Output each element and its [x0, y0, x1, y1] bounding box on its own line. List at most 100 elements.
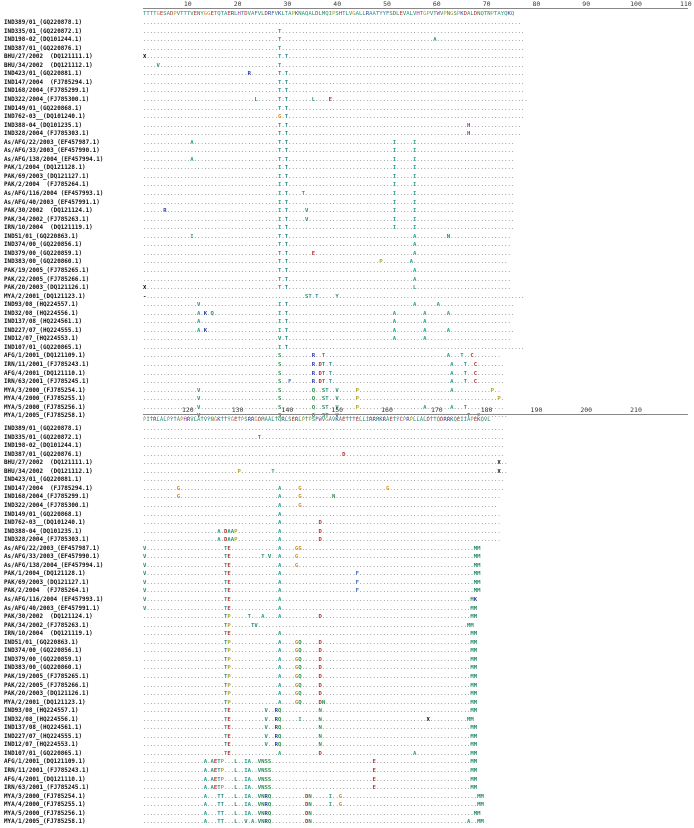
- consensus-row: PITRLALPYTAPHRVLATVYNGKTTYGETPSRRGDMAALT…: [0, 416, 694, 424]
- sequence-label: IND107/01_(GQ220865.1): [4, 344, 83, 351]
- sequence-residues: ........................TP..............…: [143, 682, 478, 689]
- sequence-row: As/AFG/138/2004_(EF457994.1) V...........…: [0, 562, 694, 571]
- sequence-label: IND379/00_(GQ220859.1): [4, 656, 83, 663]
- sequence-residues: ........................TP......TV......…: [143, 622, 474, 629]
- sequence-residues: ..........G.............................…: [143, 494, 501, 501]
- sequence-residues: ........................................…: [143, 520, 501, 527]
- sequence-label: PAK/20/2003_(DQ121126.1): [4, 691, 90, 698]
- sequence-row: IND374/00_(GQ220856.1)..................…: [0, 241, 694, 250]
- sequence-label: MYA/1/2005_(FJ785258.1): [4, 413, 86, 420]
- sequence-residues: ........................................…: [143, 426, 505, 432]
- sequence-residues: ........................................…: [143, 379, 505, 386]
- sequence-row: IND147/2004 (FJ785294.1)................…: [0, 79, 694, 88]
- sequence-residues: ........................................…: [143, 88, 525, 95]
- ruler-tick-label: 150: [331, 406, 344, 414]
- sequence-row: IND12/07_(HQ224553.1)...................…: [0, 741, 694, 750]
- sequence-label: MYA/2/2001_(DQ121123.1): [4, 293, 86, 300]
- sequence-label: AFG/1/2001_(DQ121109.1): [4, 759, 86, 766]
- sequence-row: AFG/1/2001_(DQ121109.1).................…: [0, 758, 694, 767]
- sequence-residues: ........................TP.....T...A....…: [143, 614, 478, 621]
- ruler-tick-label: 170: [430, 406, 443, 414]
- sequence-label: IND93/08_(HQ224557.1): [4, 302, 79, 309]
- sequence-label: PAK/20/2003_(DQ121126.1): [4, 285, 90, 292]
- sequence-residues: ........................................…: [143, 362, 505, 368]
- sequence-residues: ......................A.DAAP............…: [143, 537, 501, 544]
- sequence-row: IND328/2004_(FJ785303.1)................…: [0, 536, 694, 545]
- sequence-residues: ........................................…: [143, 443, 505, 450]
- sequence-row: IND383/00_(GQ220860.1)..................…: [0, 258, 694, 267]
- sequence-row: IRN/11/2001_(FJ785243.1)................…: [0, 361, 694, 370]
- sequence-row: IND383/00_(GQ220860.1)..................…: [0, 664, 694, 673]
- sequence-label: PAK/22/2005_(FJ785266.1): [4, 276, 90, 283]
- sequence-label: IND383/00_(GQ220860.1): [4, 665, 83, 672]
- sequence-row: IND149/01_(GQ220868.1)..................…: [0, 511, 694, 520]
- sequence-label: AFG/4/2001_(DQ121110.1): [4, 370, 86, 377]
- sequence-row: PAK/22/2005_(FJ785266.1)................…: [0, 276, 694, 285]
- sequence-label: IRN/63/2001_(FJ785245.1): [4, 785, 90, 792]
- sequence-residues: ........................TE..............…: [143, 631, 478, 638]
- sequence-row: IND198-02_(DQ101244.1)..................…: [0, 36, 694, 45]
- sequence-residues: ...............................R........…: [143, 71, 525, 78]
- sequence-row: As/AFG/40/2003_(EF457991.1).............…: [0, 199, 694, 208]
- sequence-residues: ........................................…: [143, 267, 511, 274]
- sequence-row: PAK/30/2002 (DQ121124.1) ......R.........…: [0, 207, 694, 216]
- sequence-residues: ........................................…: [143, 199, 515, 206]
- sequence-row: IND198-02_(DQ101244.1)..................…: [0, 442, 694, 451]
- sequence-row: IND93/08_(HQ224557.1) ................V..…: [0, 301, 694, 310]
- ruler-tick-label: 90: [582, 0, 591, 8]
- sequence-label: IND387/01_(GQ220876.1): [4, 451, 83, 458]
- sequence-label: IND168/2004_(FJ785299.1): [4, 494, 90, 501]
- sequence-row: IND32/08_(HQ224556.1)...................…: [0, 716, 694, 725]
- ruler-tick-label: 30: [283, 0, 292, 8]
- sequence-row: PAK/2/2004 (FJ785264.1).................…: [0, 181, 694, 190]
- sequence-label: IND383/00_(GQ220860.1): [4, 259, 83, 266]
- sequence-row: IND168/2004_(FJ785299.1)................…: [0, 87, 694, 96]
- sequence-label: IND328/2004_(FJ785303.1): [4, 131, 90, 138]
- sequence-label: As/AFG/40/2003_(EF457991.1): [4, 199, 100, 206]
- sequence-row: IND168/2004_(FJ785299.1) ..........G.....…: [0, 493, 694, 502]
- sequence-residues: ........................................…: [143, 191, 515, 197]
- sequence-residues: ......................A.DAAP............…: [143, 528, 501, 535]
- sequence-label: AFG/1/2001_(DQ121109.1): [4, 353, 86, 360]
- sequence-label: MYA/4/2000_(FJ785255.1): [4, 802, 86, 809]
- sequence-row: IRN/63/2001_(FJ785245.1)................…: [0, 784, 694, 793]
- ruler-tick-label: 200: [580, 406, 593, 414]
- sequence-row: MYA/1/2005_(FJ785258.1).................…: [0, 818, 694, 827]
- sequence-residues: ........................................…: [143, 28, 525, 35]
- sequence-label: IND322/2004_(FJ785300.1): [4, 96, 90, 103]
- sequence-label: IND389/01_(GQ220878.1): [4, 426, 83, 432]
- sequence-label: PAK/1/2004_(DQ121128.1): [4, 571, 86, 578]
- sequence-row: AFG/1/2001_(DQ121109.1).................…: [0, 352, 694, 361]
- sequence-residues: ........................................…: [143, 460, 508, 467]
- sequence-row: IND379/00_(GQ220859.1)..................…: [0, 250, 694, 259]
- sequence-label: PAK/30/2002 (DQ121124.1): [4, 208, 93, 215]
- sequence-residues: ..................A.AETP...L..IA..VNSS..…: [143, 776, 478, 783]
- position-ruler: 10 20 30 40 50 60 70 80 90 100 110: [0, 0, 694, 10]
- sequence-residues: ................A.K.....................…: [143, 327, 515, 334]
- sequence-residues: ........................TP..............…: [143, 639, 478, 646]
- sequence-label: IND168/2004_(FJ785299.1): [4, 88, 90, 95]
- ruler-tick-label: 70: [482, 0, 491, 8]
- sequence-residues: V.......................TE..............…: [143, 605, 478, 612]
- sequence-row: IND328/2004_(FJ785303.1)................…: [0, 130, 694, 139]
- sequence-row: IND137/08_(HQ224561.1)..................…: [0, 724, 694, 733]
- sequence-row: BHU/27/2002 (DQ121111.1) X...............…: [0, 53, 694, 62]
- sequence-label: MYA/4/2000_(FJ785255.1): [4, 396, 86, 403]
- sequence-residues: ........................................…: [143, 20, 521, 26]
- ruler-tick-label: 50: [383, 0, 391, 8]
- sequence-row: IND387/01_(GQ220876.1)..................…: [0, 451, 694, 460]
- sequence-label: IND32/08_(HQ224556.1): [4, 310, 79, 317]
- sequence-row: IND423/01_(GQ220881.1)..................…: [0, 70, 694, 79]
- sequence-residues: ........................................…: [143, 165, 515, 172]
- sequence-residues: ........................TP..............…: [143, 665, 478, 672]
- sequence-row: PAK/2/2004 (FJ785264.1) V................…: [0, 587, 694, 596]
- sequence-residues: ........................................…: [143, 344, 525, 351]
- sequence-row: IND335/01_(GQ220872.1)..................…: [0, 434, 694, 443]
- sequence-label: MYA/5/2000_(FJ785256.1): [4, 404, 86, 411]
- ruler-tick-label: 210: [630, 406, 642, 414]
- sequence-row: PAK/69/2003_(DQ121127.1)................…: [0, 173, 694, 182]
- sequence-label: IND379/00_(GQ220859.1): [4, 250, 83, 257]
- sequence-label: IND149/01_(GQ220868.1): [4, 511, 83, 518]
- sequence-label: MYA/2/2001_(DQ121123.1): [4, 699, 86, 706]
- sequence-residues: ........................................…: [143, 45, 525, 52]
